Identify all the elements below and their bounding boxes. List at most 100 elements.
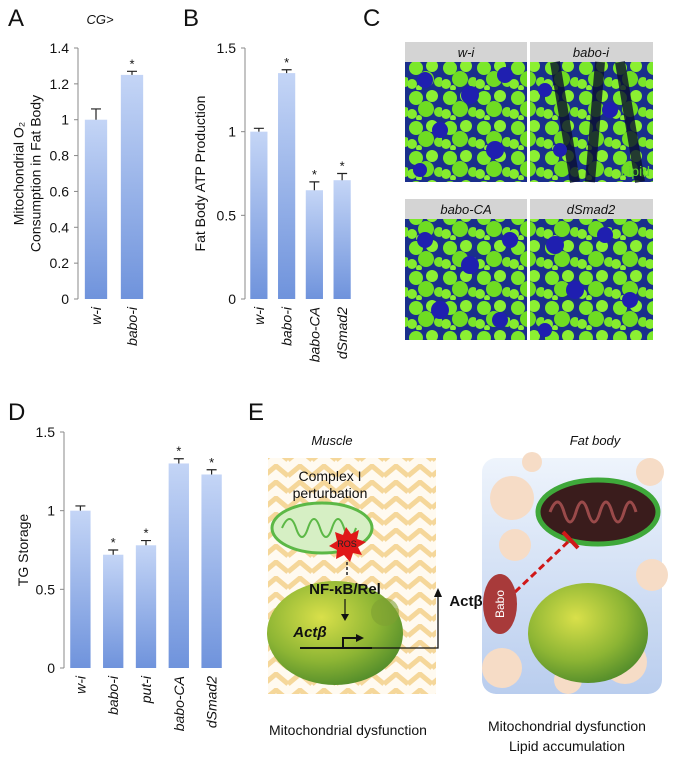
complex-label: perturbation	[293, 485, 368, 501]
x-tick-label: dSmad2	[334, 307, 350, 359]
y-axis-label: Consumption in Fat Body	[28, 95, 44, 252]
y-tick-label: 1.4	[50, 40, 70, 56]
bar	[333, 180, 351, 299]
panel-label: B	[183, 5, 199, 32]
error-bar	[253, 127, 264, 132]
x-tick-label: babo-i	[105, 675, 121, 715]
bar	[70, 510, 91, 668]
y-axis-label: TG Storage	[15, 514, 31, 587]
y-tick-label: 1	[228, 124, 236, 140]
y-tick-label: 0.6	[50, 183, 70, 199]
panel-label: C	[363, 5, 380, 32]
error-bar	[281, 69, 292, 74]
significance-marker: *	[284, 55, 289, 70]
bar	[168, 463, 189, 668]
image-label: dSmad2	[567, 202, 616, 217]
nfkb-label: NF-κB/Rel	[309, 581, 381, 598]
act-protein: Actβ	[449, 593, 482, 610]
complex-label: Complex I	[298, 468, 361, 484]
image-label: babo-CA	[440, 202, 491, 217]
caption: Mitochondrial dysfunction	[269, 722, 427, 738]
y-tick-label: 0.4	[50, 219, 70, 235]
image-header	[405, 199, 527, 219]
error-bar	[337, 172, 348, 181]
muscle-cell	[267, 581, 403, 685]
error-bar	[75, 505, 86, 511]
x-tick-label: babo-CA	[306, 307, 322, 362]
bar	[278, 73, 296, 299]
bar	[103, 554, 124, 668]
diagram-title: Fat body	[570, 433, 622, 448]
x-tick-label: dSmad2	[204, 676, 220, 728]
caption: Lipid accumulation	[509, 738, 625, 754]
y-tick-label: 1.5	[36, 424, 56, 440]
significance-marker: *	[176, 444, 181, 459]
x-tick-label: babo-i	[279, 306, 295, 346]
bar	[135, 545, 157, 668]
arrowhead	[434, 588, 442, 597]
arrowhead	[341, 614, 349, 621]
x-tick-label: babo-CA	[171, 676, 187, 731]
bar-chart: 0 0.2 0.4 0.6 0.8 1 1.2 1.4 Mitochondrial O₂ Cons…	[11, 12, 144, 346]
mitochondrion	[535, 477, 661, 547]
bar	[120, 74, 144, 300]
y-tick-label: 1.5	[217, 40, 237, 56]
error-bar	[173, 458, 184, 464]
y-tick-label: 1.2	[50, 76, 70, 92]
tissue-gap	[550, 61, 645, 183]
y-axis-label: Fat Body ATP Production	[192, 96, 208, 252]
bar	[84, 119, 108, 299]
micrograph-panel: w-i babo-i babo-CA dSmad2 Lipid	[405, 42, 653, 340]
bar-chart: 0 0.5 1 1.5 TG Storage w-i * babo-i * put-i * babo-…	[15, 424, 222, 731]
inhibition	[513, 538, 572, 594]
nucleus	[371, 598, 399, 626]
significance-marker: *	[129, 56, 134, 71]
y-tick-label: 1	[61, 112, 69, 128]
significance-marker: *	[312, 167, 317, 182]
inhibition-bar	[561, 530, 580, 550]
bar	[305, 190, 323, 299]
cristae	[548, 500, 638, 524]
panel-label: E	[248, 399, 264, 426]
y-tick-label: 0.8	[50, 148, 70, 164]
fat-cell	[528, 583, 648, 683]
micrograph	[530, 219, 653, 340]
significance-marker: *	[340, 159, 345, 174]
bar	[250, 131, 268, 299]
error-bar	[108, 549, 119, 555]
stain-label: Lipid	[620, 163, 650, 179]
error-bar	[206, 469, 217, 475]
arrowhead	[356, 634, 364, 642]
panel-label: D	[8, 399, 25, 426]
gene-symbol	[300, 637, 372, 649]
image-label: babo-i	[573, 45, 610, 60]
ros-label: ROS	[337, 539, 357, 549]
y-tick-label: 0.5	[217, 207, 237, 223]
x-tick-label: w-i	[72, 675, 88, 694]
arrow	[372, 595, 439, 649]
error-bar	[309, 181, 320, 191]
image-header	[530, 199, 653, 219]
y-tick-label: 0	[61, 291, 69, 307]
panel-label: A	[8, 5, 24, 32]
y-axis-label: Mitochondrial O₂	[11, 122, 27, 225]
y-tick-label: 0	[47, 660, 55, 676]
nuclei	[413, 67, 638, 337]
x-tick-label: w-i	[251, 306, 267, 325]
x-tick-label: w-i	[88, 306, 104, 325]
y-tick-label: 0	[228, 291, 236, 307]
cristae	[281, 518, 357, 538]
significance-marker: *	[209, 455, 214, 470]
image-header	[405, 42, 527, 62]
y-tick-label: 0.2	[50, 255, 70, 271]
y-tick-label: 0.5	[36, 581, 56, 597]
diagram: Muscle Fat body Complex I perturbation R…	[267, 433, 668, 754]
y-tick-label: 1	[47, 503, 55, 519]
caption: Mitochondrial dysfunction	[488, 718, 646, 734]
significance-marker: *	[111, 535, 116, 550]
x-tick-label: babo-i	[124, 306, 140, 346]
bar	[201, 474, 222, 668]
diagram-title: Muscle	[311, 433, 352, 448]
ros-burst	[329, 527, 366, 562]
